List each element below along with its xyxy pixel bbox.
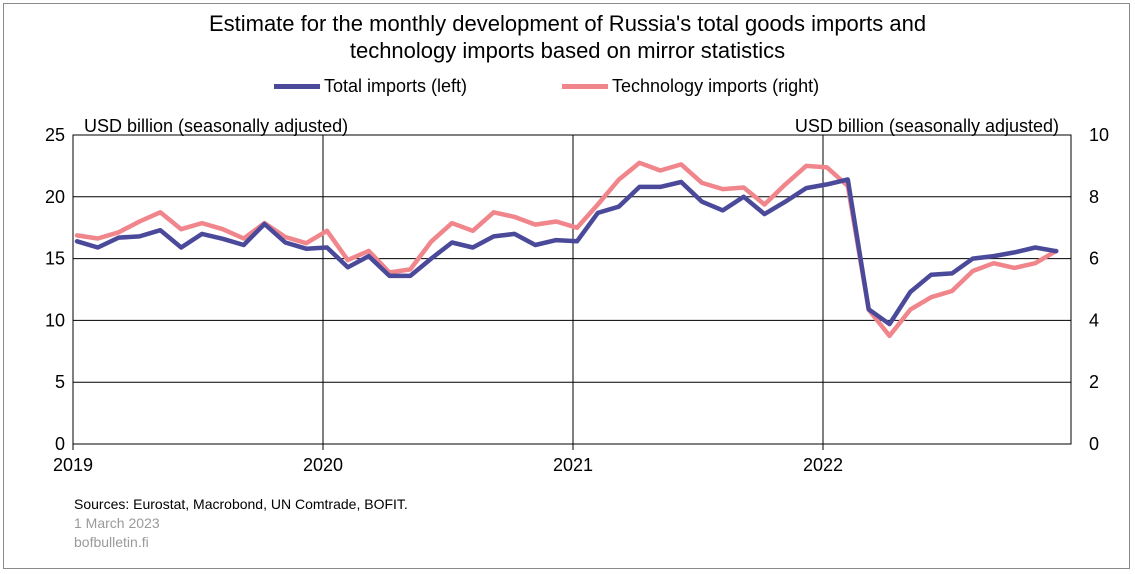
date-text: 1 March 2023 (74, 515, 160, 531)
left-axis-tick-label: 15 (45, 249, 65, 269)
right-axis-unit-label: USD billion (seasonally adjusted) (794, 116, 1059, 136)
chart-title-line-2: technology imports based on mirror stati… (349, 38, 786, 63)
legend: Total imports (left) Technology imports … (0, 76, 1135, 102)
left-axis-tick-label: 0 (55, 434, 65, 454)
x-axis-tick-label: 2019 (53, 455, 93, 475)
legend-item-total-imports: Total imports (left) (274, 76, 467, 97)
legend-label-total-imports: Total imports (left) (324, 76, 468, 96)
left-axis-unit-label: USD billion (seasonally adjusted) (84, 116, 349, 136)
chart-title: Estimate for the monthly development of … (0, 10, 1135, 64)
right-axis-tick-label: 6 (1089, 249, 1099, 269)
left-axis-tick-label: 25 (45, 125, 65, 145)
right-axis-tick-label: 2 (1089, 372, 1099, 392)
legend-swatch-technology-imports (562, 84, 608, 89)
x-axis-tick-label: 2021 (553, 455, 593, 475)
plot-area-border (72, 134, 1072, 445)
left-axis-tick-label: 5 (55, 372, 65, 392)
chart-frame (3, 3, 1130, 569)
sources-text: Sources: Eurostat, Macrobond, UN Comtrad… (74, 496, 408, 512)
right-axis-tick-label: 4 (1089, 310, 1099, 330)
legend-label-technology-imports: Technology imports (right) (612, 76, 820, 96)
x-axis-tick-label: 2022 (803, 455, 843, 475)
legend-item-technology-imports: Technology imports (right) (562, 76, 819, 97)
left-axis-tick-label: 10 (45, 310, 65, 330)
legend-swatch-total-imports (274, 84, 320, 89)
right-axis-tick-label: 10 (1089, 125, 1109, 145)
series-line-technology-imports (74, 160, 1059, 339)
series-line-total-imports (74, 177, 1059, 327)
x-axis-tick-label: 2020 (303, 455, 343, 475)
right-axis-tick-label: 8 (1089, 187, 1099, 207)
right-axis-tick-label: 0 (1089, 434, 1099, 454)
chart-title-line-1: Estimate for the monthly development of … (208, 11, 927, 36)
left-axis-tick-label: 20 (45, 187, 65, 207)
site-text: bofbulletin.fi (74, 534, 149, 550)
